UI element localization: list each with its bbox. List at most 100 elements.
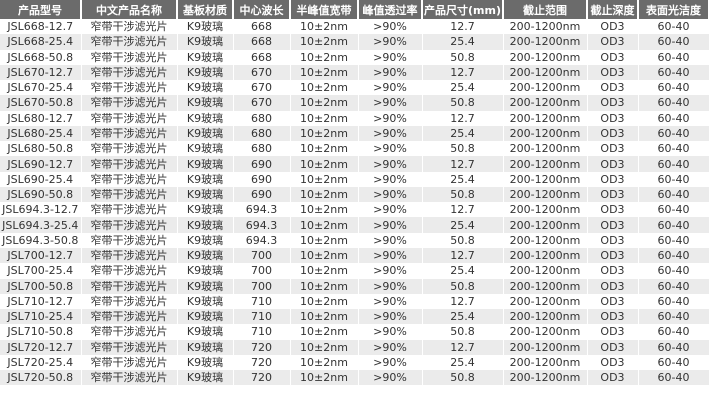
- cell-name: 窄带干涉滤光片: [81, 339, 178, 355]
- cell-size: 50.8: [422, 49, 504, 65]
- cell-blocking-range: 200-1200nm: [503, 247, 588, 264]
- cell-blocking-range: 200-1200nm: [503, 186, 588, 203]
- cell-size: 12.7: [422, 293, 504, 310]
- cell-name: 窄带干涉滤光片: [81, 370, 178, 386]
- cell-name: 窄带干涉滤光片: [81, 156, 178, 172]
- table-row: JSL710-25.4 窄带干涉滤光片 K9玻璃 710 10±2nm >90% 25.4 2…: [0, 309, 709, 325]
- cell-substrate: K9玻璃: [177, 370, 234, 386]
- cell-substrate: K9玻璃: [177, 80, 234, 96]
- cell-fwhm: 10±2nm: [290, 217, 359, 233]
- cell-size: 12.7: [422, 202, 504, 218]
- cell-substrate: K9玻璃: [177, 110, 234, 126]
- cell-blocking-range: 200-1200nm: [503, 80, 588, 96]
- cell-fwhm: 10±2nm: [290, 110, 359, 126]
- cell-model: JSL720-50.8: [0, 370, 82, 386]
- cell-fwhm: 10±2nm: [290, 232, 359, 248]
- cell-model: JSL694.3-25.4: [0, 217, 82, 233]
- cell-fwhm: 10±2nm: [290, 34, 359, 50]
- cell-blocking-range: 200-1200nm: [503, 278, 588, 294]
- cell-size: 25.4: [422, 263, 504, 279]
- cell-peak-transmission: >90%: [358, 354, 423, 371]
- cell-name: 窄带干涉滤光片: [81, 49, 178, 65]
- cell-name: 窄带干涉滤光片: [81, 171, 178, 187]
- cell-size: 50.8: [422, 232, 504, 248]
- table-header-row: 产品型号 中文产品名称 基板材质 中心波长 半峰值宽带 峰值透过率 产品尺寸(mm) 截止范围…: [0, 0, 709, 19]
- table-row: JSL668-25.4 窄带干涉滤光片 K9玻璃 668 10±2nm >90% 25.4 2…: [0, 34, 709, 50]
- cell-size: 12.7: [422, 110, 504, 126]
- cell-fwhm: 10±2nm: [290, 64, 359, 81]
- cell-substrate: K9玻璃: [177, 354, 234, 371]
- cell-blocking-depth: OD3: [587, 95, 639, 111]
- cell-model: JSL694.3-50.8: [0, 232, 82, 248]
- cell-blocking-depth: OD3: [587, 156, 639, 172]
- cell-peak-transmission: >90%: [358, 19, 423, 35]
- cell-model: JSL670-25.4: [0, 80, 82, 96]
- cell-center-wavelength: 670: [233, 95, 291, 111]
- cell-blocking-depth: OD3: [587, 125, 639, 142]
- cell-center-wavelength: 700: [233, 278, 291, 294]
- cell-blocking-range: 200-1200nm: [503, 49, 588, 65]
- cell-substrate: K9玻璃: [177, 171, 234, 187]
- cell-size: 12.7: [422, 19, 504, 35]
- cell-size: 50.8: [422, 278, 504, 294]
- cell-fwhm: 10±2nm: [290, 156, 359, 172]
- cell-peak-transmission: >90%: [358, 141, 423, 157]
- cell-size: 50.8: [422, 324, 504, 340]
- cell-blocking-depth: OD3: [587, 293, 639, 310]
- cell-surface-quality: 60-40: [638, 110, 709, 126]
- cell-blocking-range: 200-1200nm: [503, 202, 588, 218]
- cell-size: 12.7: [422, 247, 504, 264]
- cell-model: JSL694.3-12.7: [0, 202, 82, 218]
- cell-name: 窄带干涉滤光片: [81, 278, 178, 294]
- cell-peak-transmission: >90%: [358, 186, 423, 203]
- cell-name: 窄带干涉滤光片: [81, 354, 178, 371]
- cell-name: 窄带干涉滤光片: [81, 217, 178, 233]
- cell-name: 窄带干涉滤光片: [81, 232, 178, 248]
- cell-blocking-range: 200-1200nm: [503, 293, 588, 310]
- cell-size: 12.7: [422, 339, 504, 355]
- table-row: JSL700-50.8 窄带干涉滤光片 K9玻璃 700 10±2nm >90% 50.8 2…: [0, 278, 709, 294]
- cell-center-wavelength: 694.3: [233, 202, 291, 218]
- cell-model: JSL690-50.8: [0, 186, 82, 203]
- cell-substrate: K9玻璃: [177, 293, 234, 310]
- table-row: JSL720-50.8 窄带干涉滤光片 K9玻璃 720 10±2nm >90% 50.8 2…: [0, 370, 709, 386]
- cell-blocking-depth: OD3: [587, 247, 639, 264]
- cell-model: JSL710-25.4: [0, 309, 82, 325]
- cell-blocking-range: 200-1200nm: [503, 217, 588, 233]
- cell-surface-quality: 60-40: [638, 34, 709, 50]
- cell-blocking-range: 200-1200nm: [503, 110, 588, 126]
- cell-peak-transmission: >90%: [358, 370, 423, 386]
- cell-center-wavelength: 694.3: [233, 217, 291, 233]
- cell-fwhm: 10±2nm: [290, 141, 359, 157]
- cell-fwhm: 10±2nm: [290, 293, 359, 310]
- table-row: JSL668-12.7 窄带干涉滤光片 K9玻璃 668 10±2nm >90% 12.7 2…: [0, 19, 709, 35]
- cell-name: 窄带干涉滤光片: [81, 247, 178, 264]
- cell-name: 窄带干涉滤光片: [81, 141, 178, 157]
- cell-surface-quality: 60-40: [638, 202, 709, 218]
- cell-model: JSL670-50.8: [0, 95, 82, 111]
- cell-substrate: K9玻璃: [177, 95, 234, 111]
- cell-size: 12.7: [422, 156, 504, 172]
- cell-center-wavelength: 720: [233, 354, 291, 371]
- column-header-size: 产品尺寸(mm): [422, 0, 504, 19]
- cell-blocking-depth: OD3: [587, 263, 639, 279]
- cell-blocking-depth: OD3: [587, 354, 639, 371]
- cell-substrate: K9玻璃: [177, 49, 234, 65]
- column-header-model: 产品型号: [0, 0, 82, 19]
- cell-substrate: K9玻璃: [177, 19, 234, 35]
- cell-name: 窄带干涉滤光片: [81, 95, 178, 111]
- cell-blocking-depth: OD3: [587, 217, 639, 233]
- cell-substrate: K9玻璃: [177, 141, 234, 157]
- cell-model: JSL668-12.7: [0, 19, 82, 35]
- cell-center-wavelength: 668: [233, 34, 291, 50]
- cell-model: JSL668-50.8: [0, 49, 82, 65]
- table-row: JSL720-25.4 窄带干涉滤光片 K9玻璃 720 10±2nm >90% 25.4 2…: [0, 354, 709, 371]
- cell-blocking-depth: OD3: [587, 49, 639, 65]
- cell-center-wavelength: 710: [233, 324, 291, 340]
- cell-fwhm: 10±2nm: [290, 278, 359, 294]
- cell-surface-quality: 60-40: [638, 19, 709, 35]
- cell-substrate: K9玻璃: [177, 247, 234, 264]
- cell-surface-quality: 60-40: [638, 339, 709, 355]
- cell-model: JSL680-25.4: [0, 125, 82, 142]
- cell-surface-quality: 60-40: [638, 156, 709, 172]
